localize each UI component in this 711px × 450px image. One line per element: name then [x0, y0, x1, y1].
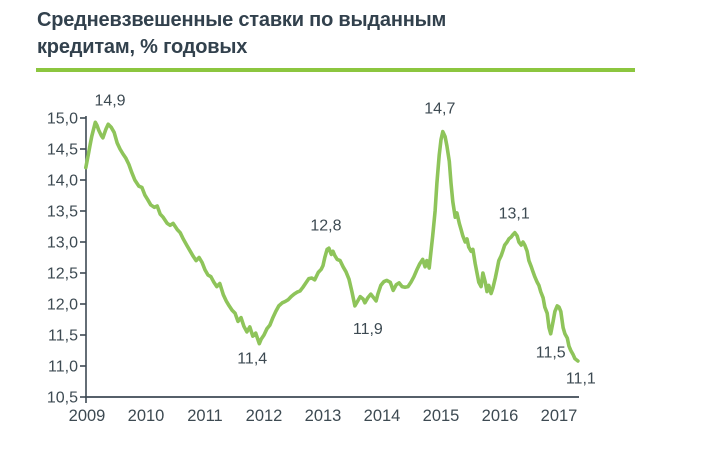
x-tick-label: 2014 [364, 407, 401, 425]
y-tick-label: 12,0 [47, 297, 78, 314]
x-tick-label: 2015 [423, 407, 460, 425]
y-tick-label: 10,5 [47, 390, 78, 407]
y-tick-label: 11,0 [48, 359, 78, 376]
x-tick-label: 2013 [305, 407, 342, 425]
x-tick-label: 2010 [128, 407, 165, 425]
annotation-label: 13,1 [499, 205, 530, 222]
annotation-label: 11,5 [536, 344, 566, 361]
annotation-label: 12,8 [310, 217, 341, 234]
y-tick-label: 13,0 [47, 235, 78, 252]
x-tick-label: 2016 [482, 407, 519, 425]
chart-title: Средневзвешенные ставки по выданным кред… [37, 7, 657, 61]
chart-title-line1: Средневзвешенные ставки по выданным [37, 9, 447, 31]
y-tick-label: 14,0 [47, 173, 78, 190]
annotation-label: 14,7 [424, 101, 455, 118]
annotation-label: 14,9 [94, 93, 125, 110]
y-tick-label: 14,5 [47, 142, 78, 159]
y-tick-label: 11,5 [48, 328, 78, 345]
y-tick-label: 15,0 [47, 111, 78, 128]
chart-title-line2: кредитам, % годовых [37, 36, 248, 58]
title-accent-rule [36, 68, 635, 72]
y-tick-label: 13,5 [47, 204, 78, 221]
x-tick-label: 2012 [246, 407, 283, 425]
x-tick-label: 2017 [541, 407, 578, 425]
y-tick-label: 12,5 [47, 266, 78, 283]
x-tick-label: 2009 [69, 407, 106, 425]
rate-line [84, 120, 580, 363]
annotation-label: 11,4 [237, 351, 267, 368]
annotation-label: 11,1 [566, 370, 596, 387]
x-tick-label: 2011 [187, 407, 222, 425]
annotation-label: 11,9 [353, 321, 383, 338]
